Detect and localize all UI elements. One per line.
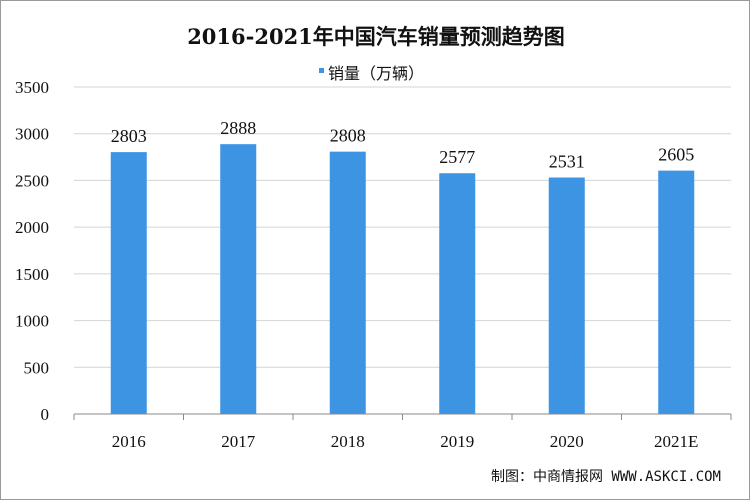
- y-tick-label: 1000: [15, 312, 49, 331]
- y-tick-label: 1500: [15, 265, 49, 284]
- chart-title: 2016-2021年中国汽车销量预测趋势图: [187, 24, 565, 49]
- bar-2020: [548, 177, 585, 414]
- data-label: 2577: [439, 147, 475, 167]
- data-label: 2808: [330, 126, 366, 146]
- data-label: 2605: [658, 145, 694, 165]
- y-tick-label: 3500: [15, 78, 49, 97]
- x-tick-label: 2016: [112, 432, 146, 451]
- x-tick-label: 2020: [550, 432, 584, 451]
- data-label: 2531: [549, 152, 585, 172]
- y-tick-label: 3000: [15, 125, 49, 144]
- y-tick-label: 0: [41, 405, 50, 424]
- data-label: 2888: [220, 118, 256, 138]
- bar-2016: [110, 152, 147, 414]
- x-tick-label: 2019: [440, 432, 474, 451]
- bar-2019: [439, 173, 476, 414]
- x-tick-label: 2018: [331, 432, 365, 451]
- y-tick-label: 2000: [15, 218, 49, 237]
- legend-label: 销量（万辆）: [328, 64, 424, 83]
- bar-2018: [329, 151, 366, 414]
- bar-2017: [220, 144, 257, 414]
- x-tick-label: 2021E: [654, 432, 698, 451]
- y-tick-label: 2500: [15, 171, 49, 190]
- y-tick-label: 500: [24, 358, 50, 377]
- data-label: 2803: [111, 126, 147, 146]
- legend-swatch: [319, 68, 324, 73]
- bar-2021E: [658, 170, 695, 414]
- x-tick-label: 2017: [221, 432, 256, 451]
- source-note: 制图：中商情报网 WWW.ASKCI.COM: [491, 469, 721, 485]
